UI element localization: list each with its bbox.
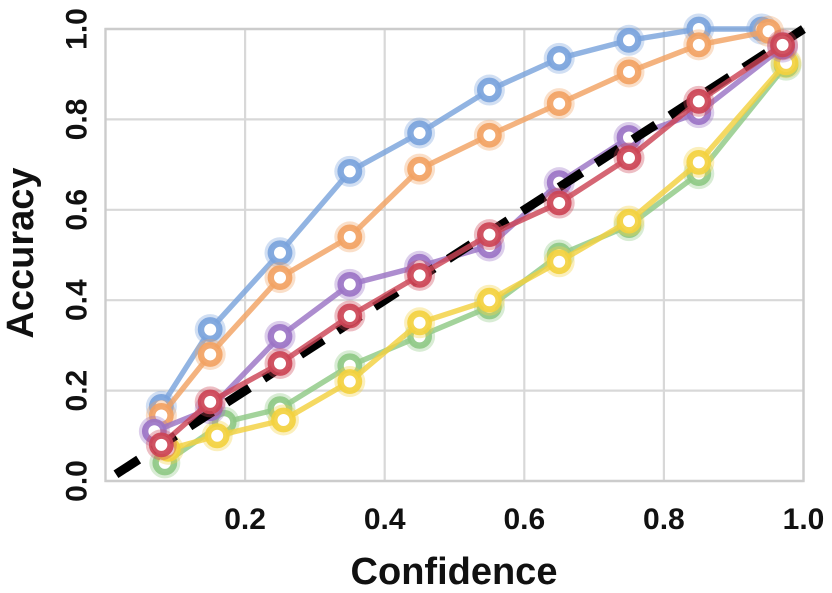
- series-red-line: [158, 42, 786, 448]
- series-yellow-line: [165, 60, 789, 453]
- y-tick-label-0.0: 0.0: [61, 460, 94, 502]
- series-red-marker: [148, 432, 174, 458]
- series-orange-marker: [476, 122, 502, 148]
- x-tick-label-1.0: 1.0: [783, 503, 825, 536]
- x-tick-label-0.6: 0.6: [503, 503, 545, 536]
- series-yellow: [152, 47, 802, 465]
- series-blue-marker: [476, 77, 502, 103]
- series-purple-marker: [337, 271, 363, 297]
- series-red-marker: [546, 190, 572, 216]
- y-tick-label-1.0: 1.0: [61, 8, 94, 50]
- series-purple-marker: [267, 323, 293, 349]
- series-orange-marker: [407, 156, 432, 182]
- series-blue-marker: [546, 45, 572, 71]
- series-red-marker: [686, 88, 712, 114]
- series-orange: [145, 15, 785, 431]
- series-red-marker: [197, 389, 223, 415]
- series-blue-line: [158, 26, 765, 410]
- series-yellow-marker: [204, 423, 230, 449]
- series-red: [145, 29, 799, 461]
- series-orange-marker: [756, 18, 781, 44]
- series-orange-marker: [546, 91, 572, 116]
- series-yellow-marker: [686, 149, 712, 175]
- series-blue-marker: [267, 240, 293, 266]
- series-layer: [113, 13, 813, 479]
- x-tick-label-0.4: 0.4: [364, 503, 406, 536]
- y-tick-label-0.8: 0.8: [61, 99, 94, 141]
- series-orange-marker: [337, 224, 363, 250]
- plot-border: [104, 27, 805, 483]
- series-red-marker: [407, 262, 432, 288]
- y-tick-label-0.2: 0.2: [61, 370, 94, 412]
- series-red-marker: [770, 32, 795, 58]
- tick-labels: 0.2 0.4 0.6 0.8 1.0 0.0 0.2 0.4 0.6 0.8 1.0: [61, 8, 825, 536]
- x-axis-title: Confidence: [351, 551, 558, 593]
- series-yellow-marker: [476, 287, 502, 313]
- y-tick-label-0.4: 0.4: [61, 279, 94, 321]
- series-orange-marker: [197, 342, 223, 367]
- series-blue-marker: [407, 120, 432, 146]
- y-axis-title: Accuracy: [0, 167, 42, 338]
- series-red-marker: [337, 303, 363, 329]
- series-orange-marker: [686, 32, 712, 58]
- series-yellow-marker: [407, 310, 432, 336]
- series-red-marker: [476, 222, 502, 248]
- series-yellow-marker: [616, 208, 642, 234]
- series-blue-marker: [197, 317, 223, 342]
- x-tick-label-0.2: 0.2: [224, 503, 266, 536]
- series-red-marker: [616, 145, 642, 171]
- y-tick-label-0.6: 0.6: [61, 189, 94, 231]
- plot-frame: [104, 27, 805, 483]
- series-orange-marker: [267, 265, 293, 290]
- series-yellow-marker: [271, 407, 296, 433]
- series-orange-marker: [616, 59, 642, 85]
- x-tick-label-0.8: 0.8: [643, 503, 685, 536]
- series-blue-marker: [337, 158, 363, 184]
- series-blue-marker: [616, 27, 642, 53]
- series-yellow-marker: [546, 249, 572, 275]
- series-orange-line: [158, 28, 772, 419]
- series-blue: [145, 13, 778, 422]
- series-green-line: [162, 62, 789, 466]
- series-yellow-marker: [337, 369, 363, 394]
- series-red-marker: [267, 351, 293, 376]
